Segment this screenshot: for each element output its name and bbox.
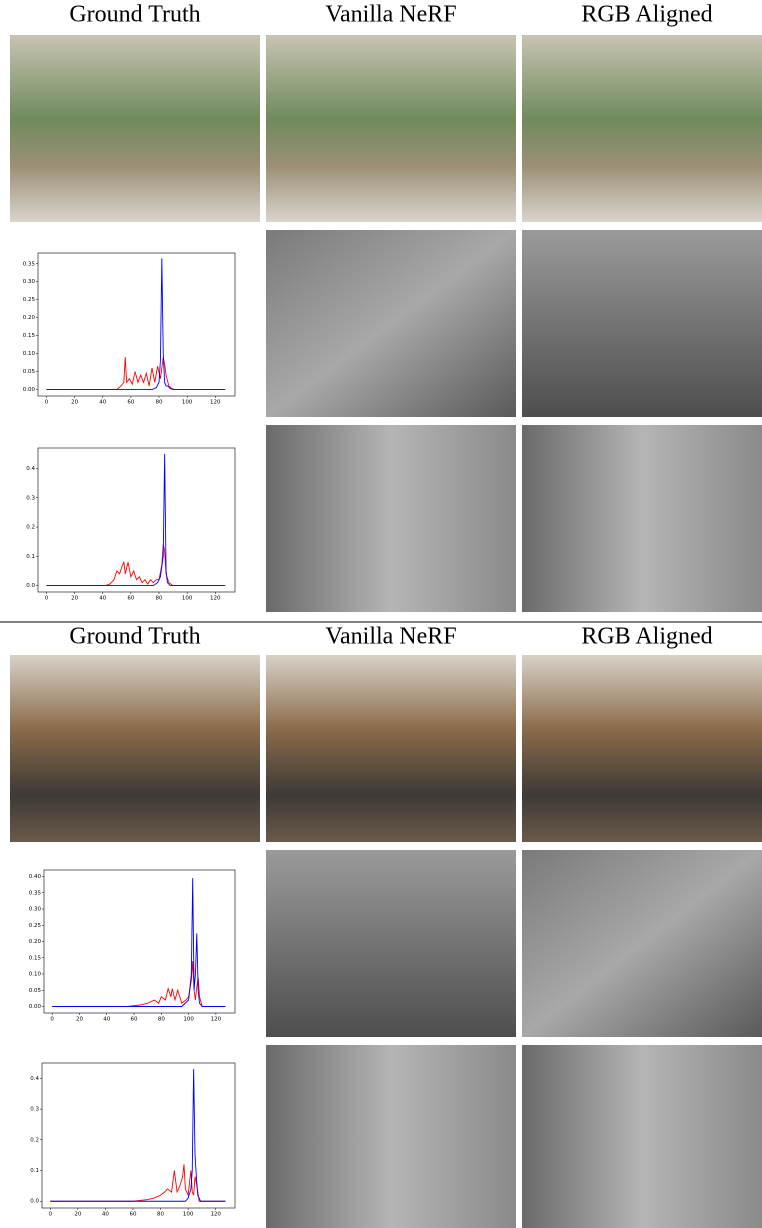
x-tick-label: 60 bbox=[127, 596, 134, 602]
image bbox=[522, 425, 762, 612]
y-tick-label: 0.05 bbox=[29, 988, 42, 994]
data-line bbox=[46, 357, 226, 390]
image bbox=[522, 1045, 762, 1228]
x-tick-label: 100 bbox=[182, 400, 193, 406]
x-tick-label: 120 bbox=[210, 1212, 221, 1218]
image bbox=[10, 35, 260, 222]
y-tick-label: 0.35 bbox=[29, 890, 42, 896]
data-line bbox=[50, 1164, 226, 1202]
column-header: Vanilla NeRF bbox=[325, 2, 456, 28]
x-tick-label: 40 bbox=[102, 1212, 109, 1218]
y-tick-label: 0.10 bbox=[23, 351, 36, 357]
y-tick-label: 0.15 bbox=[29, 955, 42, 961]
x-tick-label: 120 bbox=[210, 596, 221, 602]
image bbox=[522, 850, 762, 1037]
column-header: RGB Aligned bbox=[581, 2, 712, 28]
x-tick-label: 80 bbox=[156, 400, 163, 406]
x-tick-label: 60 bbox=[127, 400, 134, 406]
image bbox=[266, 230, 516, 417]
y-tick-label: 0.20 bbox=[29, 939, 42, 945]
x-tick-label: 60 bbox=[129, 1212, 136, 1218]
plot-frame bbox=[41, 1062, 236, 1209]
plot-frame bbox=[37, 252, 236, 397]
y-tick-label: 0.40 bbox=[29, 874, 42, 880]
column-header: RGB Aligned bbox=[581, 624, 712, 650]
y-tick-label: 0.25 bbox=[29, 923, 42, 929]
x-tick-label: 0 bbox=[50, 1017, 54, 1023]
y-tick-label: 0.35 bbox=[23, 261, 36, 267]
x-tick-label: 80 bbox=[156, 596, 163, 602]
x-tick-label: 80 bbox=[157, 1212, 164, 1218]
image bbox=[522, 655, 762, 842]
x-tick-label: 80 bbox=[158, 1017, 165, 1023]
y-tick-label: 0.10 bbox=[29, 972, 42, 978]
data-line bbox=[46, 453, 226, 587]
y-tick-label: 0.00 bbox=[23, 387, 36, 393]
y-tick-label: 0.15 bbox=[23, 333, 36, 339]
image bbox=[266, 425, 516, 612]
y-tick-label: 0.00 bbox=[29, 1004, 42, 1010]
y-tick-label: 0.0 bbox=[26, 583, 35, 589]
data-line bbox=[46, 258, 226, 390]
y-tick-label: 0.20 bbox=[23, 315, 36, 321]
data-line bbox=[50, 1069, 226, 1202]
column-header: Vanilla NeRF bbox=[325, 624, 456, 650]
x-tick-label: 40 bbox=[99, 400, 106, 406]
x-tick-label: 0 bbox=[45, 400, 49, 406]
x-tick-label: 100 bbox=[183, 1017, 194, 1023]
y-tick-label: 0.3 bbox=[26, 495, 35, 501]
y-tick-label: 0.25 bbox=[23, 297, 36, 303]
x-tick-label: 0 bbox=[45, 596, 49, 602]
y-tick-label: 0.4 bbox=[30, 1076, 39, 1082]
x-tick-label: 60 bbox=[131, 1017, 138, 1023]
x-tick-label: 120 bbox=[210, 400, 221, 406]
image bbox=[266, 655, 516, 842]
data-line bbox=[46, 544, 226, 587]
y-tick-label: 0.30 bbox=[29, 907, 42, 913]
y-tick-label: 0.3 bbox=[30, 1107, 39, 1113]
image bbox=[266, 1045, 516, 1228]
x-tick-label: 120 bbox=[211, 1017, 222, 1023]
y-tick-label: 0.1 bbox=[26, 554, 35, 560]
image bbox=[522, 35, 762, 222]
plot-frame bbox=[37, 447, 236, 593]
plot-frame bbox=[43, 869, 236, 1014]
x-tick-label: 100 bbox=[182, 596, 193, 602]
x-tick-label: 40 bbox=[99, 596, 106, 602]
y-tick-label: 0.2 bbox=[30, 1137, 39, 1143]
x-tick-label: 100 bbox=[183, 1212, 194, 1218]
y-tick-label: 0.30 bbox=[23, 279, 36, 285]
data-line bbox=[52, 960, 226, 1007]
y-tick-label: 0.4 bbox=[26, 466, 35, 472]
x-tick-label: 20 bbox=[71, 400, 78, 406]
column-header: Ground Truth bbox=[69, 2, 200, 28]
column-header: Ground Truth bbox=[69, 624, 200, 650]
image bbox=[266, 35, 516, 222]
y-tick-label: 0.2 bbox=[26, 525, 35, 531]
x-tick-label: 0 bbox=[49, 1212, 53, 1218]
data-line bbox=[52, 878, 226, 1007]
x-tick-label: 20 bbox=[71, 596, 78, 602]
image bbox=[10, 655, 260, 842]
image bbox=[266, 850, 516, 1037]
x-tick-label: 20 bbox=[76, 1017, 83, 1023]
y-tick-label: 0.05 bbox=[23, 369, 36, 375]
y-tick-label: 0.1 bbox=[30, 1168, 39, 1174]
y-tick-label: 0.0 bbox=[30, 1199, 39, 1205]
image bbox=[522, 230, 762, 417]
x-tick-label: 20 bbox=[74, 1212, 81, 1218]
x-tick-label: 40 bbox=[103, 1017, 110, 1023]
